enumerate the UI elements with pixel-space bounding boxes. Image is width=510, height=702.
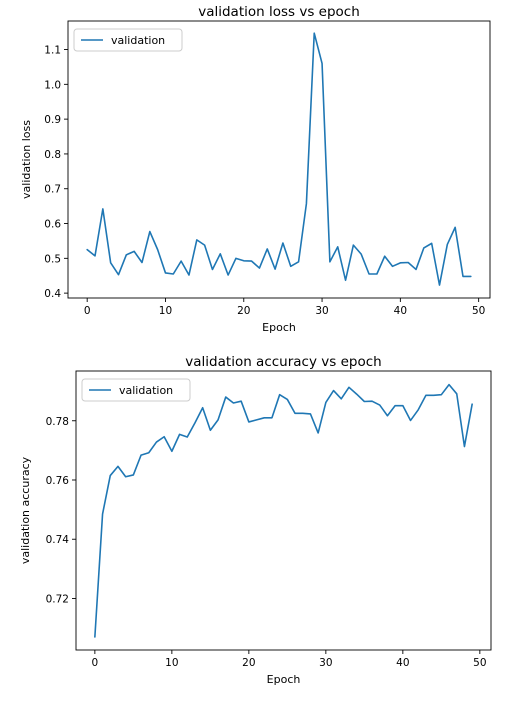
- x-tick-label: 10: [165, 657, 178, 669]
- x-axis-label: Epoch: [267, 673, 301, 686]
- y-axis-label: validation loss: [20, 120, 33, 199]
- x-tick-label: 40: [394, 305, 407, 317]
- x-tick-label: 50: [472, 305, 485, 317]
- legend-label: validation: [111, 34, 165, 47]
- y-tick-label: 0.5: [44, 253, 61, 265]
- x-axis-label: Epoch: [262, 321, 296, 334]
- legend-box: [81, 378, 191, 402]
- legend-label: validation: [119, 384, 173, 397]
- legend: validation: [73, 28, 183, 52]
- chart-title: validation loss vs epoch: [198, 4, 360, 20]
- y-tick-label: 0.9: [44, 114, 61, 126]
- x-tick-label: 0: [84, 305, 91, 317]
- series-line-validation: [86, 32, 472, 286]
- x-tick-label: 20: [242, 657, 255, 669]
- x-tick-label: 20: [237, 305, 250, 317]
- y-tick-label: 0.7: [44, 184, 61, 196]
- y-tick-label: 0.72: [46, 593, 69, 605]
- x-tick-label: 10: [159, 305, 172, 317]
- x-tick-label: 50: [473, 657, 486, 669]
- y-tick-label: 1.1: [44, 45, 61, 57]
- y-axis-label: validation accuracy: [19, 456, 32, 564]
- legend: validation: [81, 378, 191, 402]
- y-tick-label: 0.8: [44, 149, 61, 161]
- loss-chart: validation loss vs epoch 0 10 20 30 40 50 0.4 0.…: [20, 4, 491, 334]
- y-tick-label: 1.0: [44, 79, 61, 91]
- chart-title: validation accuracy vs epoch: [185, 354, 381, 370]
- x-tick-label: 30: [319, 657, 332, 669]
- series-line-validation: [94, 383, 473, 638]
- plot-frame: [75, 370, 492, 651]
- y-tick-label: 0.78: [46, 416, 69, 428]
- x-tick-label: 30: [315, 305, 328, 317]
- y-tick-label: 0.74: [46, 534, 70, 546]
- x-tick-label: 0: [92, 657, 99, 669]
- y-tick-label: 0.4: [44, 288, 61, 300]
- y-tick-label: 0.76: [46, 475, 70, 487]
- y-tick-label: 0.6: [44, 219, 61, 231]
- legend-box: [73, 28, 183, 52]
- x-tick-label: 40: [396, 657, 409, 669]
- plot-frame: [67, 20, 491, 299]
- accuracy-chart: validation accuracy vs epoch 0 10 20 30 40 50 0…: [19, 354, 492, 686]
